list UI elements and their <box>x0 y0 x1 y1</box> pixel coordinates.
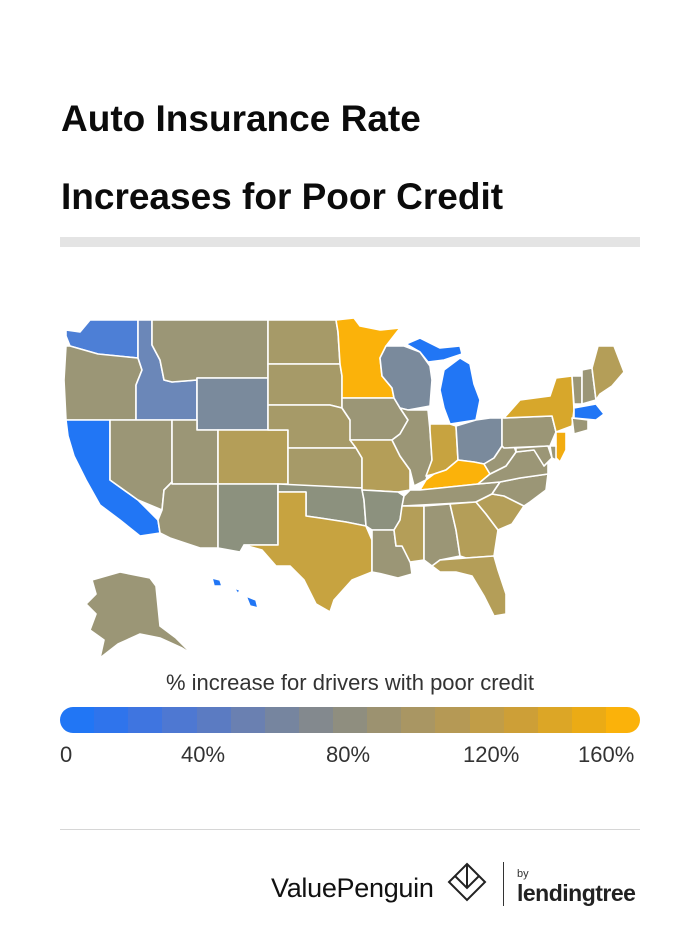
brand-separator <box>503 862 504 906</box>
state-MD <box>515 445 553 467</box>
state-DE <box>549 445 557 461</box>
legend-swatch <box>606 707 640 733</box>
state-CT <box>571 417 589 435</box>
state-OR <box>63 345 143 421</box>
state-KS <box>287 447 363 489</box>
legend-swatch <box>571 707 606 733</box>
title-line-1: Auto Insurance Rate <box>61 98 421 139</box>
legend-swatch <box>537 707 572 733</box>
state-WI <box>379 345 433 411</box>
state-NM <box>217 483 279 553</box>
legend-tick-120: 120% <box>463 742 520 767</box>
title-divider <box>60 237 640 247</box>
legend-tick-0: 0 <box>60 742 73 767</box>
state-MA <box>573 403 605 421</box>
state-PA <box>501 415 557 449</box>
footer-divider <box>60 829 640 830</box>
valuepenguin-logo-icon <box>447 862 487 902</box>
by-label: by <box>517 868 529 880</box>
legend-swatch <box>60 707 95 733</box>
state-SD <box>267 363 343 409</box>
state-IL <box>391 407 433 487</box>
legend-swatch <box>435 707 470 733</box>
legend-tick-40: 40% <box>181 742 226 767</box>
legend-ticks: 0 40% 80% 120% 160% <box>60 742 640 772</box>
legend-swatch <box>298 707 333 733</box>
legend-swatch <box>264 707 299 733</box>
state-AK <box>85 571 193 659</box>
state-HI <box>211 577 259 609</box>
legend-swatch <box>196 707 231 733</box>
state-TX <box>243 491 373 613</box>
page-title: Auto Insurance Rate Increases for Poor C… <box>61 80 661 236</box>
state-MT <box>151 319 269 383</box>
state-MI <box>439 357 481 425</box>
state-AZ <box>157 481 219 549</box>
legend-swatch <box>230 707 265 733</box>
legend-tick-80: 80% <box>326 742 371 767</box>
legend-title: % increase for drivers with poor credit <box>165 670 535 695</box>
state-UT <box>171 419 219 485</box>
state-MI-UP <box>405 337 463 363</box>
state-ME <box>591 345 625 401</box>
legend-swatch <box>333 707 368 733</box>
state-CO <box>217 429 289 485</box>
legend-swatch <box>469 707 504 733</box>
legend-swatch <box>94 707 129 733</box>
state-FL <box>431 555 507 617</box>
state-WY <box>196 377 269 431</box>
state-VT <box>571 375 583 405</box>
legend-swatch <box>367 707 402 733</box>
legend-swatch <box>162 707 197 733</box>
legend-color-ramp <box>60 707 640 733</box>
legend-swatch <box>128 707 163 733</box>
legend-swatch <box>401 707 436 733</box>
title-line-2: Increases for Poor Credit <box>61 176 504 217</box>
valuepenguin-logo-text: ValuePenguin <box>271 873 434 903</box>
lendingtree-logo-text: lendingtree <box>517 880 636 906</box>
legend-tick-160: 160% <box>578 742 635 767</box>
legend-swatch <box>503 707 538 733</box>
us-choropleth-map <box>63 317 625 659</box>
state-ND <box>267 319 341 365</box>
